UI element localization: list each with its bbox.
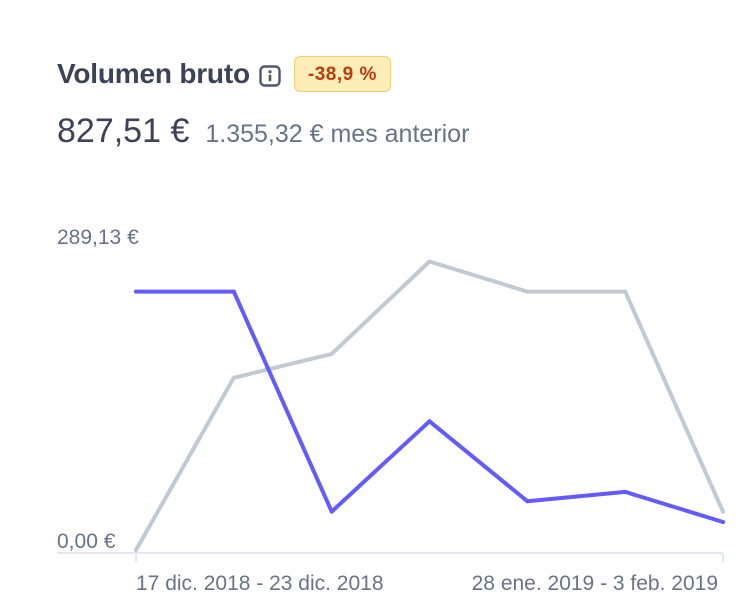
series-previous-period-point (623, 289, 628, 294)
series-current-period-point (525, 499, 530, 504)
series-current-period-point (329, 509, 334, 514)
series-previous-period-point (525, 289, 530, 294)
previous-period-amount: 1.355,32 € mes anterior (205, 120, 470, 148)
series-current-period-point (134, 289, 138, 294)
series-previous-period-point (427, 259, 432, 264)
series-current-period-line (134, 289, 725, 524)
series-current-period-point (623, 489, 628, 494)
series-previous-period-point (721, 509, 725, 514)
y-tick-label-min: 0,00 € (57, 530, 116, 553)
info-icon[interactable] (259, 64, 281, 87)
series-current-period-point (427, 419, 432, 424)
current-amount: 827,51 € (57, 112, 190, 150)
y-tick-label-max: 289,13 € (57, 226, 139, 249)
series-previous-period-line (134, 259, 725, 552)
series-current-period-point (721, 520, 725, 524)
x-tick-label-first: 17 dic. 2018 - 23 dic. 2018 (136, 572, 384, 595)
series-previous-period-point (231, 375, 236, 380)
series-previous-period-point (134, 548, 138, 552)
header-row: Volumen bruto -38,9 % (57, 54, 391, 94)
series-previous-period-point (329, 351, 334, 356)
x-tick-label-last: 28 ene. 2019 - 3 feb. 2019 (472, 572, 718, 595)
series-layer (134, 259, 725, 552)
summary-row: 827,51 € 1.355,32 € mes anterior (57, 112, 469, 151)
change-badge: -38,9 % (293, 56, 391, 92)
chart-title: Volumen bruto (57, 58, 250, 89)
series-current-period-point (231, 289, 236, 294)
